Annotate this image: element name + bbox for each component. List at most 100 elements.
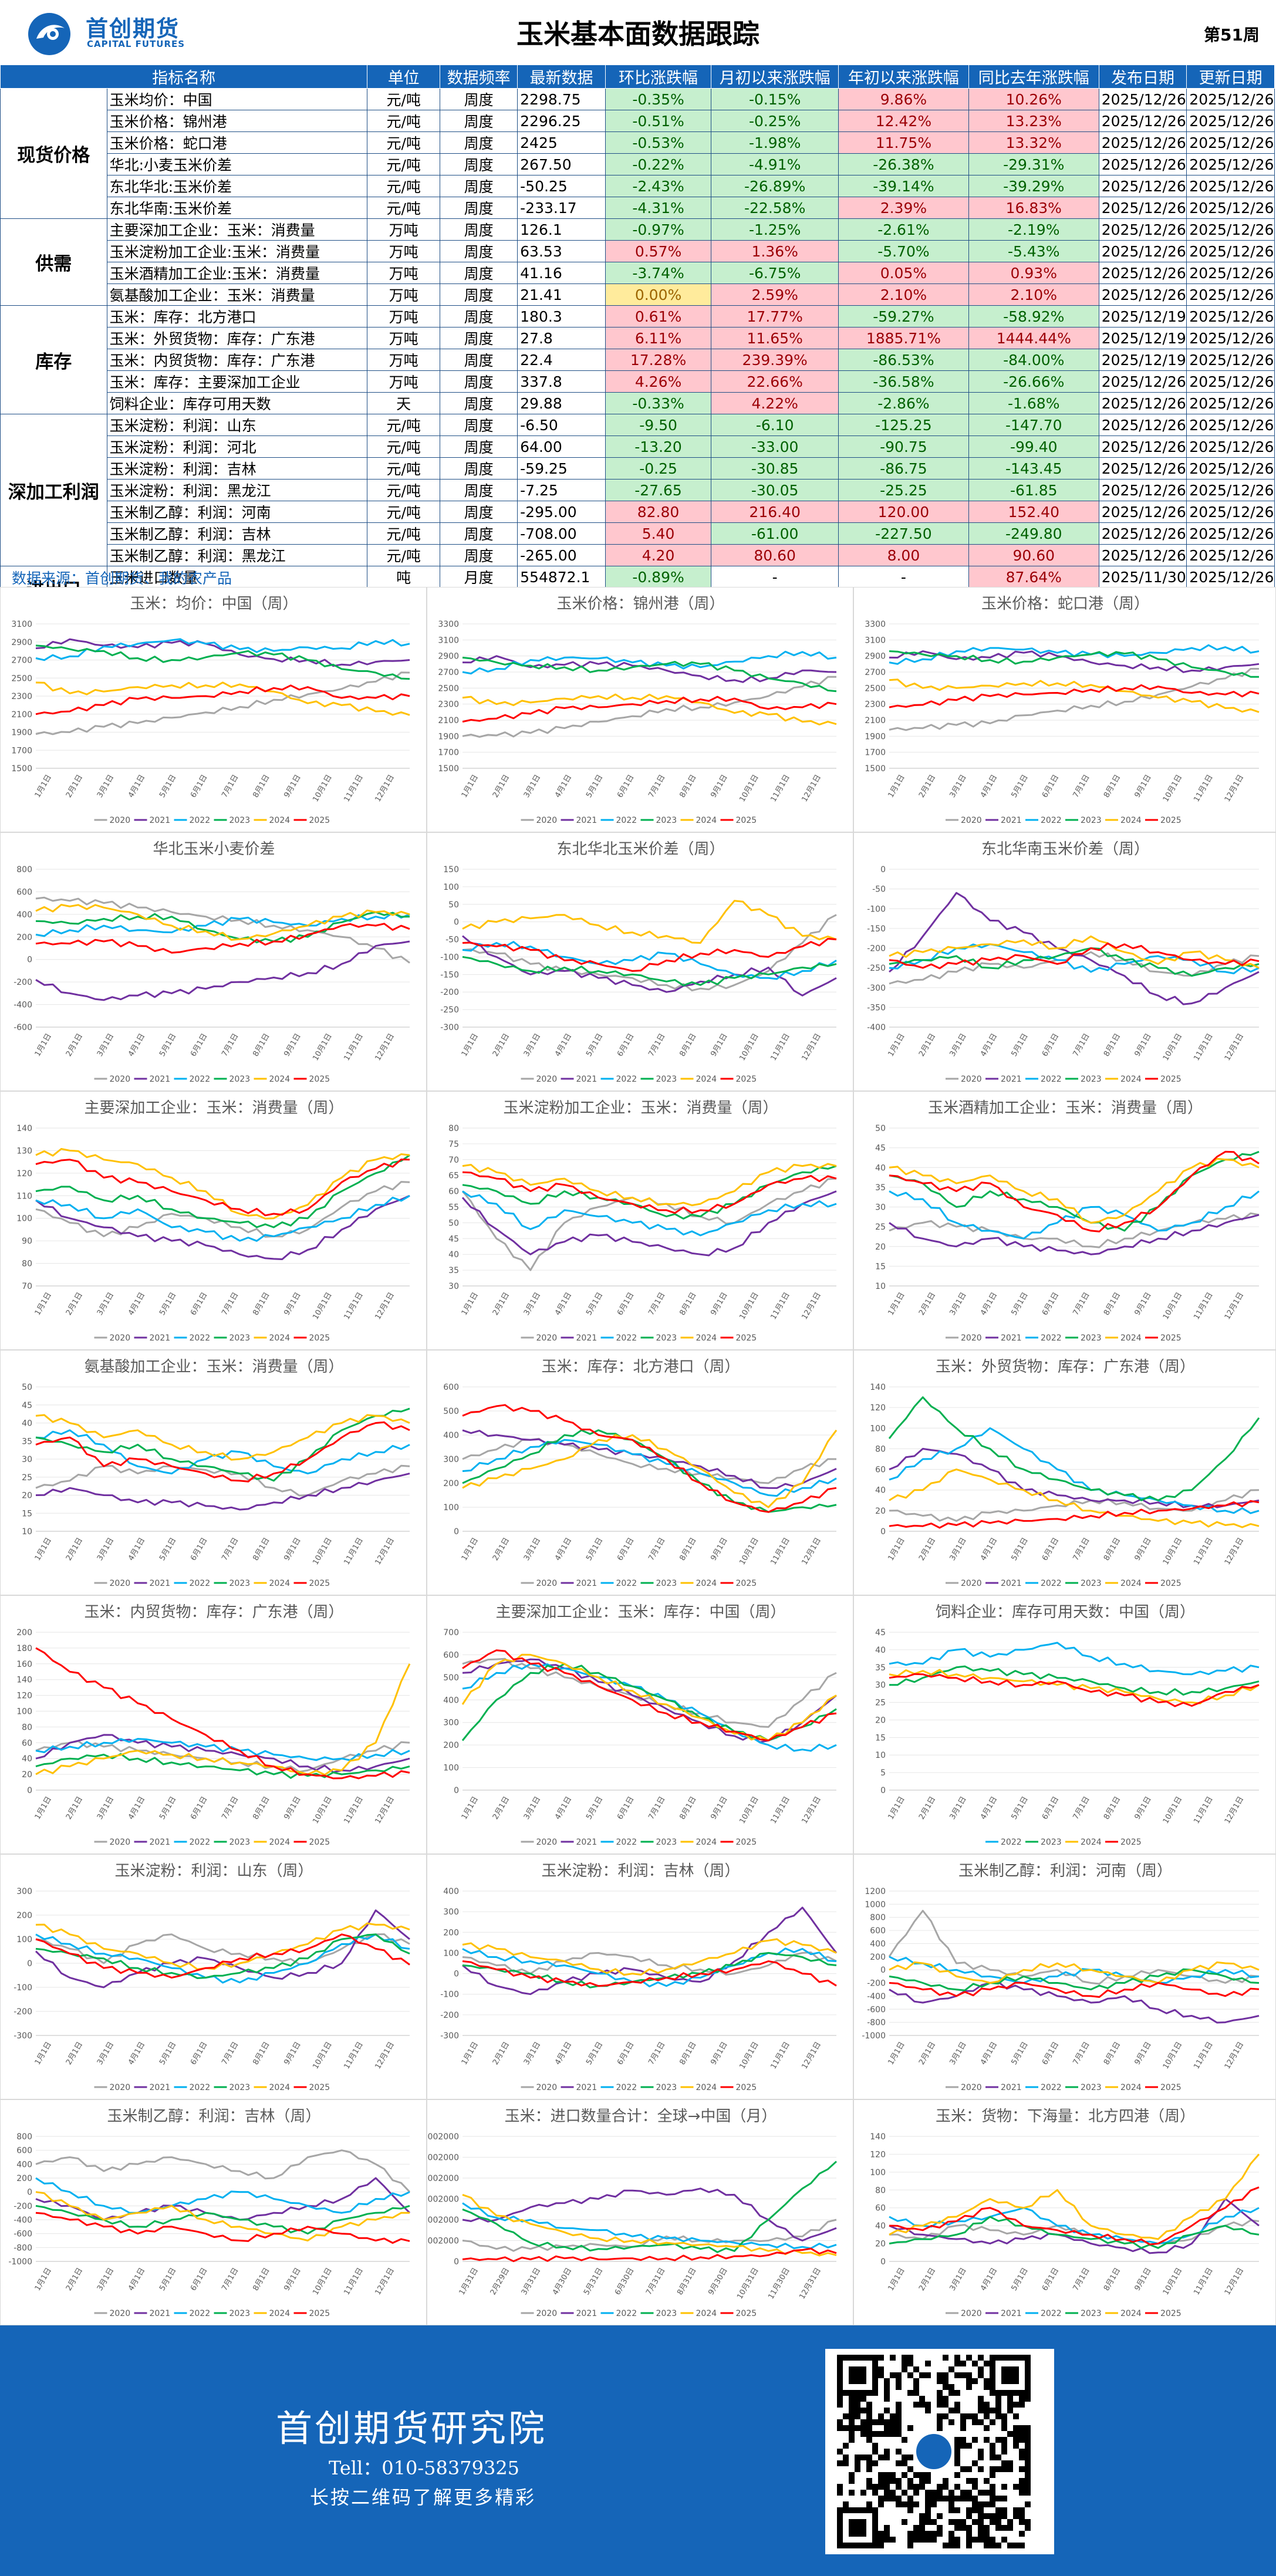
y-tick-label: 200 (16, 1628, 32, 1638)
legend-label: 2020 (110, 2309, 131, 2318)
cell-wow: 17.28% (605, 349, 712, 371)
category-cell: 深加工利润 (0, 414, 107, 566)
cell-value: 126.1 (517, 218, 606, 241)
cell-name: 玉米淀粉：利润：黑龙江 (106, 479, 368, 501)
series-line-2025 (462, 1649, 837, 1741)
cell-ytd: -227.50 (838, 522, 969, 545)
y-tick-label: 80 (22, 1260, 32, 1269)
series-line-2022 (889, 1190, 1260, 1240)
y-tick-label: 40 (875, 1163, 886, 1173)
x-tick-label: 9月1日 (282, 774, 302, 799)
y-tick-label: 0 (880, 865, 886, 875)
x-tick-label: 11月1日 (1192, 1032, 1214, 1063)
legend-label: 2020 (110, 1075, 131, 1084)
cell-upd: 2025/12/26 (1186, 283, 1275, 306)
cell-wow: -0.53% (605, 131, 712, 154)
series-line-2024 (35, 1663, 411, 1776)
cell-name: 玉米淀粉加工企业:玉米：消费量 (106, 240, 368, 262)
y-tick-label: 2002000 (427, 2216, 459, 2225)
y-tick-label: 600 (443, 1650, 459, 1660)
y-tick-label: 2900 (11, 638, 32, 647)
cell-wow: -0.51% (605, 110, 712, 132)
y-tick-label: -50 (872, 885, 886, 894)
cell-pub: 2025/12/26 (1098, 218, 1187, 241)
line-chart: 玉米价格：蛇口港（周） 1500 1700 1900 2100 2300 2500 2700 2… (865, 595, 1260, 825)
y-tick-label: 10 (875, 1282, 886, 1291)
cell-yoy: 1444.44% (968, 327, 1099, 349)
cell-freq: 周度 (440, 414, 518, 436)
legend-label: 2020 (536, 2309, 558, 2318)
qr-code-icon[interactable] (825, 2349, 1054, 2554)
x-tick-label: 3月1日 (522, 2041, 542, 2067)
y-tick-label: -600 (13, 1023, 32, 1032)
legend-label: 2021 (576, 1333, 598, 1343)
x-tick-label: 5月1日 (1010, 2267, 1029, 2293)
y-tick-label: 300 (16, 1887, 32, 1896)
x-tick-label: 6月1日 (1041, 2041, 1061, 2067)
cell-wow: -0.35% (605, 88, 712, 110)
cell-value: -50.25 (517, 175, 606, 197)
y-tick-label: 2100 (865, 716, 886, 725)
series-line-2022 (35, 638, 410, 661)
data-source: 数据来源：首创期货、我的农产品 (12, 570, 232, 587)
y-tick-label: 130 (16, 1146, 32, 1156)
cell-name: 玉米淀粉：利润：吉林 (106, 457, 368, 480)
series-line-2025 (889, 2186, 1260, 2246)
table-row: 供需 主要深加工企业：玉米：消费量 万吨 周度 126.1 -0.97% -1.25% -2.… (0, 218, 1275, 306)
series-line-2023 (462, 2160, 838, 2253)
series-line-2024 (889, 678, 1260, 713)
x-tick-label: 12月1日 (801, 1537, 823, 1567)
x-tick-label: 7月1日 (1071, 2267, 1091, 2293)
legend-label: 2021 (150, 1579, 171, 1588)
y-tick-label: 35 (22, 1437, 32, 1446)
series-line-2024 (462, 900, 837, 944)
x-tick-label: 7月1日 (1071, 1291, 1091, 1317)
series-line-2021 (35, 1194, 410, 1260)
cell-freq: 月度 (440, 566, 518, 588)
series-line-2021 (889, 650, 1260, 673)
chart-grid: 玉米：均价：中国（周） 1500 1700 1900 2100 2300 2500 2700 2… (0, 587, 1276, 2325)
x-tick-label: 6月1日 (616, 2041, 636, 2067)
cell-ytd: -125.25 (838, 414, 969, 436)
cell-unit: 元/吨 (367, 501, 441, 523)
legend-label: 2023 (1081, 2083, 1102, 2092)
y-tick-label: 1500 (11, 764, 32, 774)
series-line-2023 (462, 1952, 837, 1988)
y-tick-label: 2100 (11, 710, 32, 720)
footer: 首创期货研究院 Tell：010-58379325 长按二维码了解更多精彩 (0, 2325, 1276, 2576)
y-tick-label: 3300 (438, 620, 459, 629)
y-tick-label: -200 (440, 2011, 459, 2020)
cell-value: 267.50 (517, 153, 606, 175)
cell-wow: -0.33% (605, 392, 712, 414)
cell-wow: -27.65 (605, 479, 712, 501)
cell-freq: 周度 (440, 240, 518, 262)
x-tick-label: 10月1日 (311, 1795, 333, 1826)
legend-label: 2023 (1081, 1333, 1102, 1343)
cell-unit: 元/吨 (367, 88, 441, 110)
x-tick-label: 2月1日 (491, 2041, 511, 2067)
table-body: 现货价格 玉米均价：中国 元/吨 周度 2298.75 -0.35% -0.15% 9.86%… (0, 88, 1275, 610)
col-header: 更新日期 (1186, 65, 1275, 89)
series-line-2025 (889, 1981, 1260, 1998)
table-row: 深加工利润 玉米淀粉：利润：山东 元/吨 周度 -6.50 -9.50 -6.10 -125.… (0, 414, 1275, 566)
chart-panel: 氨基酸加工企业：玉米：消费量（周） 10 15 20 25 30 35 40 45 50 1月1日 2… (0, 1350, 427, 1595)
x-tick-label: 9月1日 (1133, 774, 1153, 799)
table-row: 玉米价格：锦州港 元/吨 周度 2296.25 -0.51% -0.25% 12.42% 13… (1, 110, 1275, 132)
series-line-2023 (889, 2216, 1260, 2249)
chart-title: 玉米制乙醇：利润：吉林（周） (107, 2108, 320, 2125)
legend-label: 2023 (229, 1075, 251, 1084)
y-tick-label: 300 (443, 1455, 459, 1464)
legend-label: 2024 (696, 1838, 717, 1847)
series-line-2022 (35, 1195, 410, 1242)
y-tick-label: 35 (448, 1266, 459, 1275)
chart-title: 玉米：外贸货物：库存：广东港（周） (936, 1358, 1195, 1376)
series-line-2023 (35, 644, 410, 680)
y-tick-label: 400 (443, 1696, 459, 1705)
x-tick-label: 12月1日 (374, 1537, 396, 1567)
series-line-2021 (462, 1658, 837, 1743)
x-tick-label: 7月1日 (647, 774, 667, 799)
cell-wow: 0.61% (605, 305, 712, 328)
series-line-2024 (889, 1961, 1260, 1984)
cell-mtd: -0.15% (711, 88, 839, 110)
